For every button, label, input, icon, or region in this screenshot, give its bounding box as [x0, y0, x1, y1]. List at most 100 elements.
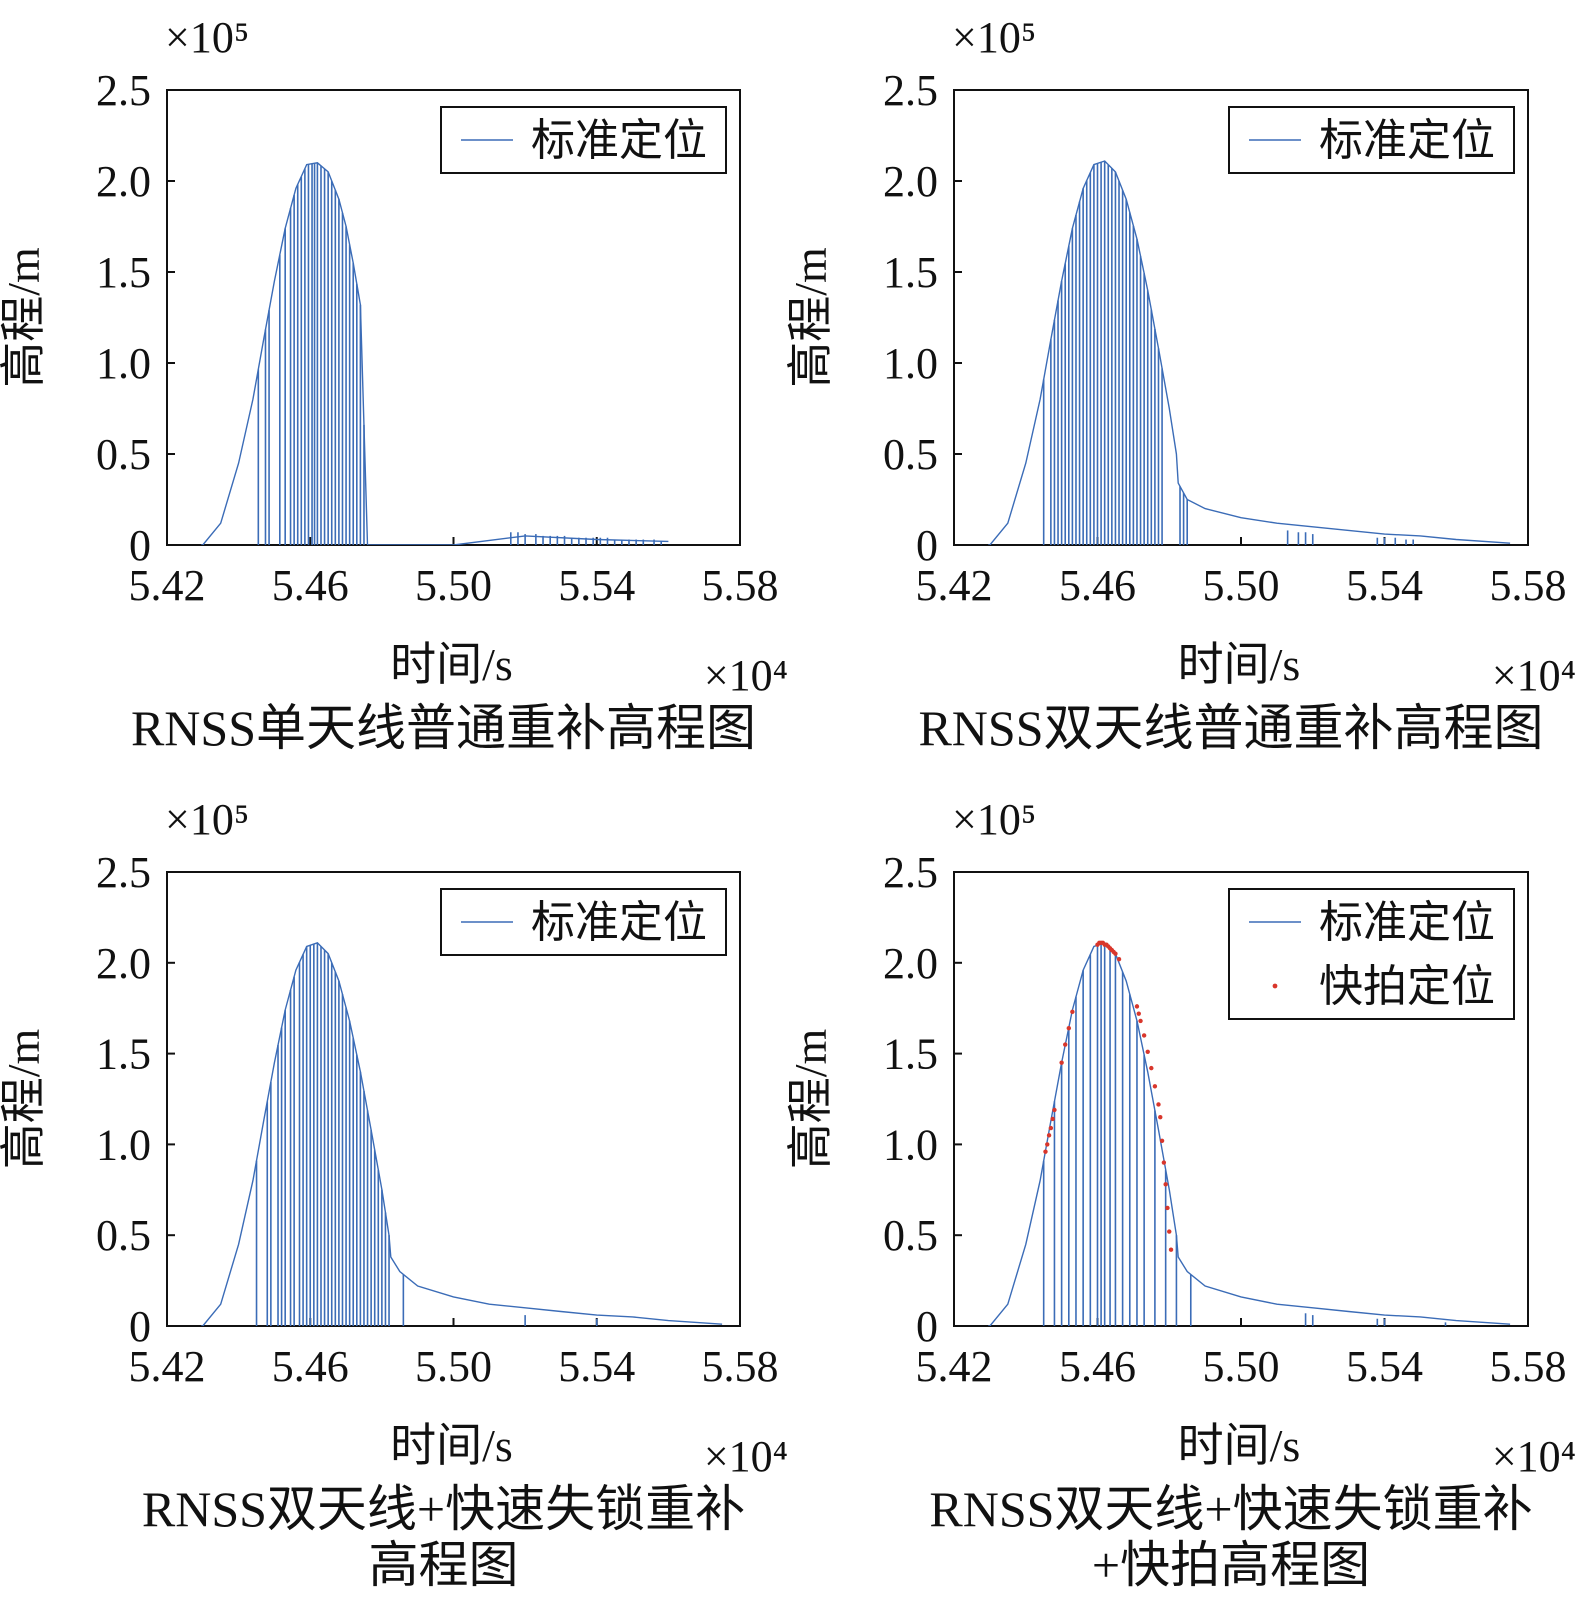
- y-tick-label: 0.5: [883, 430, 938, 479]
- x-multiplier: ×10⁴: [1492, 651, 1575, 700]
- x-tick-label: 5.42: [129, 1342, 206, 1391]
- legend-box: [1228, 888, 1515, 1020]
- plot-area: [988, 160, 1511, 545]
- x-tick-label: 5.58: [702, 561, 779, 610]
- x-tick-label: 5.50: [1203, 1342, 1280, 1391]
- snapshot-point: [1046, 1133, 1052, 1138]
- snapshot-point: [1165, 1205, 1170, 1211]
- x-tick-label: 5.50: [1203, 561, 1280, 610]
- legend: 标准定位: [440, 888, 727, 956]
- figure-caption: RNSS双天线+快速失锁重补: [929, 1481, 1532, 1537]
- figure-caption: RNSS单天线普通重补高程图: [131, 700, 756, 756]
- snapshot-point: [1070, 1009, 1075, 1015]
- y-tick-label: 0.5: [883, 1211, 938, 1260]
- y-tick-label: 1.5: [96, 1030, 151, 1079]
- x-tick-label: 5.46: [1059, 1342, 1136, 1391]
- snapshot-point: [1141, 1033, 1147, 1038]
- x-tick-label: 5.42: [916, 561, 993, 610]
- figure-caption: +快拍高程图: [1092, 1537, 1370, 1593]
- x-tick-label: 5.46: [272, 1342, 349, 1391]
- y-multiplier: ×10⁵: [952, 13, 1036, 62]
- snapshot-point: [1149, 1065, 1154, 1071]
- series-line-standard: [202, 162, 669, 545]
- y-multiplier: ×10⁵: [952, 795, 1036, 844]
- y-tick-label: 1.0: [96, 339, 151, 388]
- y-multiplier: ×10⁵: [165, 795, 249, 844]
- chart-panel-1: 5.42 5.46 5.50 5.54 5.58 0 0.5 1.0 1.5 2.0 2.5 ×10⁵…: [0, 13, 788, 756]
- y-tick-label: 2.5: [96, 66, 151, 115]
- plot-area: [988, 940, 1511, 1326]
- y-tick-label: 1.5: [883, 1030, 938, 1079]
- y-axis-title: 高程/m: [785, 247, 836, 388]
- legend-label: 标准定位: [1319, 116, 1495, 165]
- plot-area: [201, 941, 723, 1326]
- x-multiplier: ×10⁴: [704, 651, 788, 700]
- x-multiplier: ×10⁴: [1492, 1432, 1575, 1481]
- x-tick-label: 5.46: [272, 561, 349, 610]
- y-tick-label: 1.5: [883, 248, 938, 297]
- snapshot-point: [1050, 1116, 1055, 1122]
- snapshot-point: [1059, 1060, 1064, 1065]
- x-tick-label: 5.54: [558, 561, 635, 610]
- snapshot-point: [1045, 1142, 1050, 1147]
- x-axis-title: 时间/s: [390, 639, 513, 690]
- x-tick-label: 5.54: [558, 1342, 635, 1391]
- legend-point-swatch: [1272, 983, 1278, 989]
- y-tick-label: 2.0: [96, 939, 151, 988]
- series-line-standard: [202, 941, 723, 1326]
- snapshot-point: [1066, 1025, 1072, 1031]
- y-tick-label: 0: [916, 521, 938, 570]
- y-tick-label: 1.0: [96, 1120, 151, 1169]
- snapshot-point: [1168, 1247, 1174, 1252]
- legend-box: [440, 888, 727, 956]
- y-axis-title: 高程/m: [785, 1029, 836, 1170]
- legend-label: 标准定位: [531, 116, 707, 165]
- y-tick-label: 2.0: [883, 939, 938, 988]
- y-tick-label: 0: [129, 521, 151, 570]
- x-tick-label: 5.42: [129, 561, 206, 610]
- y-tick-label: 0: [916, 1302, 938, 1351]
- x-tick-label: 5.50: [415, 1342, 492, 1391]
- snapshot-point: [1048, 1125, 1054, 1131]
- y-tick-label: 2.0: [883, 157, 938, 206]
- series-line-standard: [989, 160, 1511, 545]
- legend-label: 快拍定位: [1319, 962, 1495, 1011]
- x-tick-label: 5.54: [1346, 561, 1423, 610]
- snapshot-point: [1152, 1084, 1158, 1089]
- x-multiplier: ×10⁴: [704, 1432, 788, 1481]
- snapshot-point: [1167, 1229, 1172, 1234]
- snapshot-point: [1113, 951, 1118, 956]
- snapshot-point: [1138, 1018, 1143, 1024]
- y-tick-label: 0.5: [96, 1211, 151, 1260]
- plot-area: [201, 162, 669, 545]
- y-axis-title: 高程/m: [0, 1029, 49, 1170]
- y-tick-label: 0: [129, 1302, 151, 1351]
- series-line-standard: [989, 941, 1511, 1326]
- y-tick-label: 1.5: [96, 248, 151, 297]
- y-tick-label: 1.0: [883, 339, 938, 388]
- chart-panel-3: 5.42 5.46 5.50 5.54 5.58 0 0.5 1.0 1.5 2.0 2.5 ×10⁵…: [0, 795, 788, 1593]
- x-tick-label: 5.46: [1059, 561, 1136, 610]
- x-tick-label: 5.42: [916, 1342, 993, 1391]
- y-tick-label: 2.5: [96, 848, 151, 897]
- y-tick-label: 2.0: [96, 157, 151, 206]
- legend: 标准定位: [1228, 106, 1515, 174]
- snapshot-point: [1145, 1049, 1150, 1054]
- figure-caption: 高程图: [369, 1537, 519, 1593]
- chart-panel-2: 5.42 5.46 5.50 5.54 5.58 0 0.5 1.0 1.5 2.0 2.5 ×10⁵…: [785, 13, 1575, 756]
- x-tick-label: 5.58: [1490, 561, 1567, 610]
- x-axis-title: 时间/s: [1178, 639, 1301, 690]
- figure-caption: RNSS双天线+快速失锁重补: [142, 1481, 745, 1537]
- y-axis-title: 高程/m: [0, 247, 49, 388]
- y-multiplier: ×10⁵: [165, 13, 249, 62]
- x-tick-label: 5.54: [1346, 1342, 1423, 1391]
- snapshot-point: [1156, 1102, 1161, 1107]
- legend-label: 标准定位: [531, 898, 707, 947]
- snapshot-point: [1158, 1114, 1163, 1120]
- legend: 标准定位: [440, 106, 727, 174]
- legend-label: 标准定位: [1319, 898, 1495, 947]
- figure-caption: RNSS双天线普通重补高程图: [918, 700, 1543, 756]
- snapshot-point: [1063, 1042, 1068, 1047]
- snapshot-point: [1043, 1149, 1048, 1154]
